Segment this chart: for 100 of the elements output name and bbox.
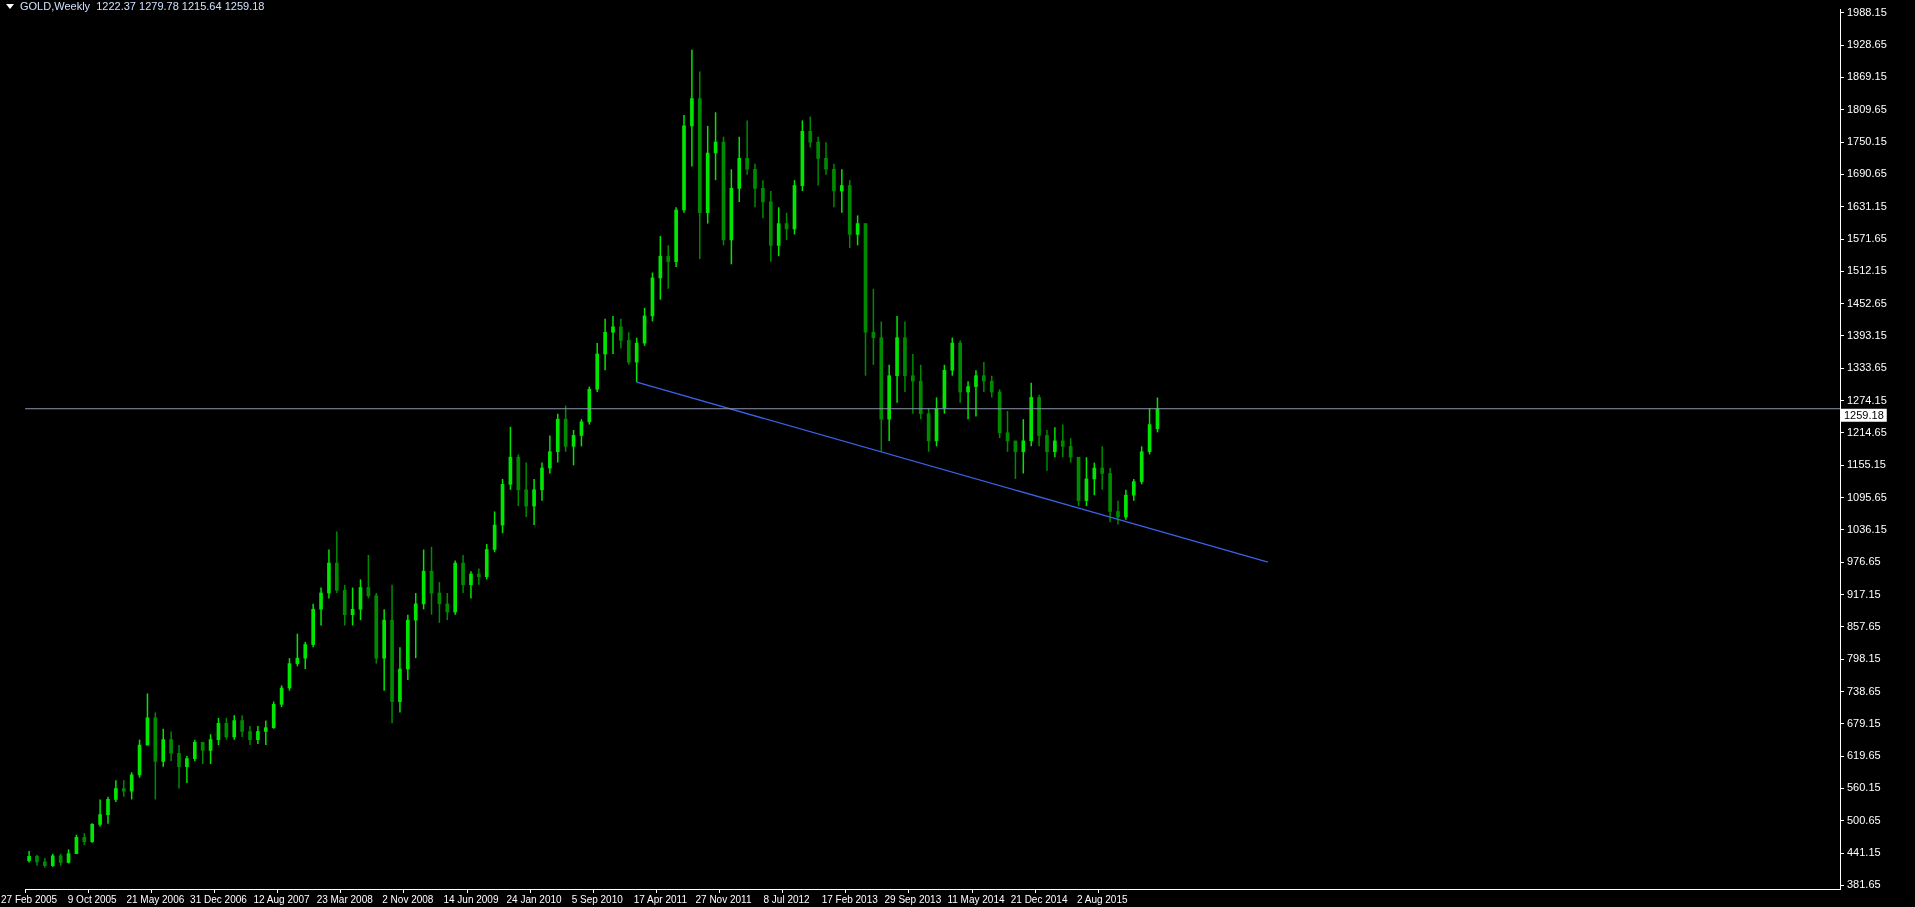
candlestick <box>1100 445 1105 491</box>
candlestick <box>761 179 765 219</box>
y-tick-label: 1869.15 <box>1847 70 1887 83</box>
y-tick-label: 1333.65 <box>1847 361 1887 374</box>
candlestick <box>626 331 631 366</box>
x-tick-label: 27 Feb 2005 <box>1 893 58 905</box>
candlestick <box>824 141 828 176</box>
candlestick <box>169 730 173 763</box>
candlestick <box>477 567 481 586</box>
x-tick-label: 2 Aug 2015 <box>1076 893 1128 905</box>
candlestick <box>114 779 118 803</box>
candlestick <box>832 163 836 209</box>
candlestick <box>1116 499 1120 526</box>
x-tick-label: 21 May 2006 <box>126 893 185 905</box>
candlestick <box>1060 423 1065 458</box>
candlestick <box>1131 478 1136 502</box>
candlestick <box>240 714 244 738</box>
candlestick <box>200 741 205 765</box>
candlestick <box>840 168 844 214</box>
y-tick-label: 1036.15 <box>1847 522 1887 535</box>
candlestick <box>461 554 465 594</box>
candlestick <box>192 738 197 763</box>
candlestick <box>540 461 544 502</box>
candlestick <box>982 361 986 393</box>
candlestick <box>666 244 671 290</box>
x-tick-label: 5 Sep 2010 <box>571 893 624 905</box>
candlestick <box>611 315 615 355</box>
candlestick <box>98 798 102 828</box>
y-tick-label: 441.15 <box>1847 846 1881 859</box>
x-tick-label: 24 Jan 2010 <box>506 893 563 905</box>
x-tick-label: 11 May 2014 <box>947 893 1005 905</box>
chart-title: GOLD,Weekly 1222.37 1279.78 1215.64 1259.18 <box>20 0 265 12</box>
x-tick-label: 17 Apr 2011 <box>633 893 688 905</box>
y-tick-label: 1631.15 <box>1847 199 1887 212</box>
y-tick-label: 798.15 <box>1847 652 1881 665</box>
candlestick <box>1053 426 1057 458</box>
candlestick <box>319 586 323 627</box>
y-tick-label: 738.65 <box>1847 684 1881 697</box>
x-tick-label: 9 Oct 2005 <box>67 893 118 905</box>
x-tick-label: 17 Feb 2013 <box>821 893 879 905</box>
candlestick <box>1045 429 1049 472</box>
y-tick-label: 1988.15 <box>1847 5 1887 18</box>
y-tick-label: 560.15 <box>1847 781 1881 794</box>
candlestick <box>1124 489 1128 521</box>
y-tick-label: 1155.15 <box>1847 458 1886 471</box>
candlestick <box>634 336 639 383</box>
y-tick-label: 1512.15 <box>1847 264 1887 277</box>
x-tick-label: 31 Dec 2006 <box>190 893 248 905</box>
candlestick <box>263 719 268 746</box>
candlestick <box>619 317 623 350</box>
y-tick-label: 1452.65 <box>1847 296 1887 309</box>
y-tick-label: 1750.15 <box>1847 135 1887 148</box>
y-tick-label: 1928.65 <box>1847 38 1887 51</box>
candlestick <box>753 163 757 209</box>
candlestick <box>808 115 813 149</box>
candlestick <box>532 478 536 526</box>
x-tick-label: 8 Jul 2012 <box>763 893 811 905</box>
candlestick <box>248 725 252 746</box>
x-tick-label: 21 Dec 2014 <box>1010 893 1068 905</box>
x-tick-label: 29 Sep 2013 <box>884 893 942 905</box>
x-tick-label: 27 Nov 2011 <box>695 893 752 905</box>
candlestick <box>603 317 607 372</box>
y-tick-label: 1393.15 <box>1847 329 1887 341</box>
candlestick <box>966 380 970 420</box>
candlestick <box>106 795 110 825</box>
y-tick-label: 1571.65 <box>1847 232 1887 245</box>
y-tick-label: 857.65 <box>1847 619 1881 632</box>
y-tick-label: 679.15 <box>1847 716 1881 729</box>
y-tick-label: 1214.65 <box>1847 425 1887 438</box>
candlestick <box>413 592 418 659</box>
candlestick <box>974 369 978 418</box>
y-tick-label: 619.65 <box>1847 749 1881 762</box>
x-tick-label: 12 Aug 2007 <box>253 893 311 905</box>
candlestick <box>469 570 473 600</box>
candlestick <box>989 374 994 399</box>
y-tick-label: 1690.65 <box>1847 167 1887 180</box>
candlestick <box>303 641 308 670</box>
candlestick <box>121 779 126 798</box>
candlestick <box>1021 418 1026 475</box>
candlestick <box>548 434 552 475</box>
candlestick <box>185 755 189 784</box>
candlestick <box>776 206 781 257</box>
y-tick-label: 1274.15 <box>1847 393 1887 406</box>
y-tick-label: 500.65 <box>1847 813 1881 826</box>
x-tick-label: 2 Nov 2008 <box>382 893 434 905</box>
candlestick <box>90 822 95 844</box>
ref-line-label: 1259.18 <box>1844 408 1884 421</box>
candlestick <box>232 714 237 741</box>
candlestick <box>816 135 820 187</box>
candlestick <box>745 119 749 176</box>
candlestick <box>911 353 915 415</box>
candlestick <box>177 744 181 790</box>
candlestick <box>524 461 529 518</box>
candlestick <box>445 592 450 621</box>
y-tick-label: 976.65 <box>1847 555 1881 568</box>
y-tick-label: 1809.65 <box>1847 102 1887 115</box>
candlestick <box>161 728 166 768</box>
y-tick-label: 381.65 <box>1847 878 1881 891</box>
x-tick-label: 23 Mar 2008 <box>316 893 374 905</box>
y-tick-label: 1095.65 <box>1847 490 1887 503</box>
